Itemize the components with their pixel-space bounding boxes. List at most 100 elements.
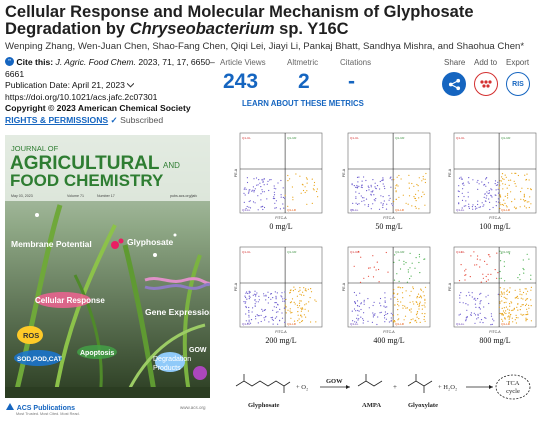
flow-dot [351,209,353,211]
cite-label[interactable]: Cite this: [16,57,54,67]
flow-dot [390,317,392,319]
flow-dot [479,308,481,310]
flow-dot [464,270,466,272]
flow-dot [472,204,474,206]
flow-dot [388,195,390,197]
flow-dot [402,297,404,299]
flow-x-axis-label: FITC-A [275,216,287,220]
flow-dot [405,307,407,309]
flow-dot [462,182,464,184]
flow-dot [458,314,460,316]
flow-dot [245,301,247,303]
flow-dot [479,259,481,261]
flow-dot [515,207,517,209]
flow-dot [282,196,284,199]
flow-dot [293,301,295,303]
flow-dot [357,309,359,312]
flow-dot [476,207,478,209]
flow-dot [520,191,522,193]
flow-dot [371,191,373,193]
altmetric-value[interactable]: 2 [298,70,310,93]
flow-dot [355,310,357,312]
flow-dot [394,304,396,306]
flow-dot [385,251,387,254]
flow-dot [499,194,501,196]
flow-dot [523,314,525,316]
flow-dot [505,176,507,178]
author-list[interactable]: Wenping Zhang, Wen-Juan Chen, Shao-Fang … [5,41,525,52]
flow-dot [487,192,489,195]
flow-dot [283,300,286,302]
rights-permissions-link[interactable]: RIGHTS & PERMISSIONS [5,114,109,125]
quadrant-label-ur: Q1-UR [395,136,405,140]
flow-dot [505,306,507,308]
flow-dot [302,291,304,293]
add-to-button[interactable] [474,72,498,96]
flow-dot [255,315,257,317]
flow-dot [508,309,511,311]
flow-x-axis-label: FITC-A [489,216,501,220]
doi-link[interactable]: https://doi.org/10.1021/acs.jafc.2c07301 [5,91,158,102]
flow-dot [363,301,365,303]
flow-dot [285,312,287,314]
learn-metrics-link[interactable]: LEARN ABOUT THESE METRICS [242,99,364,108]
flow-dot [248,310,250,312]
flow-dot [301,183,303,185]
journal-abbrev: J. Agric. Food Chem. [55,57,136,67]
flow-dot [465,303,467,305]
flow-dot [465,205,467,207]
flow-dot [263,184,265,186]
flow-dot [459,313,461,315]
flow-dot [485,177,488,179]
flow-dot [420,297,423,299]
flow-dot [495,194,497,196]
flow-dot [499,312,501,315]
flow-dot [300,192,302,194]
flow-dot [363,200,365,202]
flow-dot [299,322,301,324]
flow-dot [291,311,293,314]
flow-dot [304,304,306,306]
flow-dot [315,321,317,323]
flow-dot [424,178,426,180]
title-prefix: Degradation by [5,20,130,38]
flow-dot [416,296,418,298]
flow-dot [363,277,365,279]
flow-dot [374,200,376,202]
flow-dot [355,321,358,323]
flow-dot [352,320,354,322]
flow-dot [396,298,399,300]
flow-dot [298,290,300,293]
flow-dot [486,263,488,265]
flow-dot [397,303,399,305]
flow-dot [287,205,289,207]
flow-dot [509,305,511,307]
flow-dot [274,197,276,200]
flow-dot [394,296,396,298]
flow-dot [270,293,272,295]
subscribed-label: Subscribed [120,114,164,125]
flow-dot [281,296,283,298]
journal-cover-image[interactable]: JOURNAL OF AGRICULTURAL AND FOOD CHEMIST… [5,135,210,398]
flow-dot [383,314,386,317]
flow-dot [370,186,372,188]
quote-icon[interactable]: " [5,57,14,66]
flow-dot [484,317,486,319]
flow-dot [366,190,368,192]
toc-figure[interactable]: Q1-UL Q1-UR Q1-LL Q1-LR FITC-A PE-A 0 mg/L Q1-U… [228,131,548,419]
flow-dot [305,303,307,305]
flow-dot [410,290,412,292]
share-button[interactable] [442,72,466,96]
flow-dot [528,201,530,203]
flow-dot [245,306,247,309]
flow-dot [360,303,362,305]
chevron-down-icon[interactable] [126,83,135,88]
flow-dot [525,178,528,181]
flow-dot [424,298,426,300]
flow-dot [410,275,412,277]
flow-dot [506,206,508,208]
flow-dot [512,309,514,311]
flow-dot [264,319,266,321]
export-ris-button[interactable]: RIS [506,72,530,96]
